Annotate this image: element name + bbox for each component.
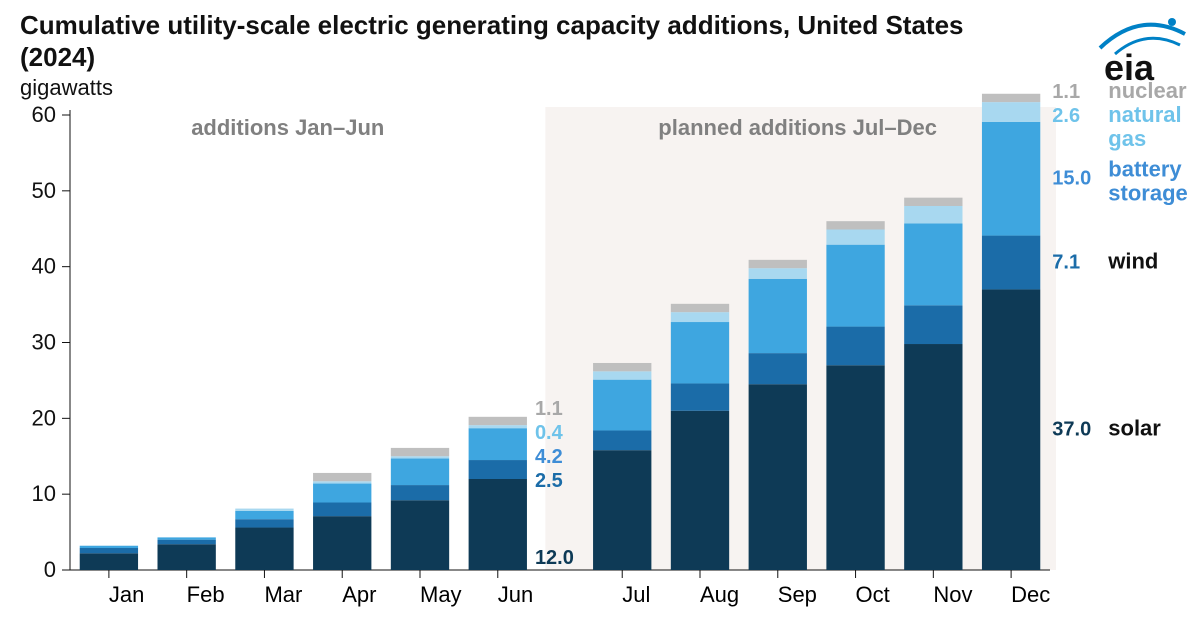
bar-segment-wind bbox=[671, 383, 729, 410]
bar-segment-gas bbox=[391, 456, 449, 458]
dec-value-solar: 37.0 bbox=[1052, 419, 1091, 441]
bar-segment-gas bbox=[826, 230, 884, 245]
dec-value-nuclear: 1.1 bbox=[1052, 81, 1080, 103]
bar-segment-battery bbox=[904, 223, 962, 305]
bar-segment-wind bbox=[982, 236, 1040, 290]
x-tick-label: Jul bbox=[622, 582, 650, 607]
bar-segment-wind bbox=[158, 540, 216, 545]
bar-segment-gas bbox=[469, 425, 527, 428]
jun-value-gas: 0.4 bbox=[535, 422, 564, 444]
x-tick-label: May bbox=[420, 582, 462, 607]
bar-segment-gas bbox=[235, 509, 293, 511]
y-tick-label: 50 bbox=[32, 178, 56, 203]
bar-segment-nuclear bbox=[313, 473, 371, 481]
x-tick-label: Dec bbox=[1011, 582, 1050, 607]
bar-segment-nuclear bbox=[391, 448, 449, 456]
bar-segment-battery bbox=[235, 511, 293, 519]
bar-segment-nuclear bbox=[749, 260, 807, 268]
y-tick-label: 0 bbox=[44, 557, 56, 582]
bar-segment-battery bbox=[313, 484, 371, 503]
x-tick-label: Jun bbox=[498, 582, 533, 607]
x-tick-label: Nov bbox=[933, 582, 972, 607]
dec-value-gas: 2.6 bbox=[1052, 105, 1080, 127]
bar-segment-gas bbox=[982, 102, 1040, 122]
bar-segment-wind bbox=[313, 503, 371, 517]
bar-segment-solar bbox=[469, 479, 527, 570]
bar-segment-battery bbox=[469, 428, 527, 460]
bar-segment-nuclear bbox=[904, 198, 962, 206]
x-tick-label: Jan bbox=[109, 582, 144, 607]
bar-segment-wind bbox=[904, 305, 962, 344]
jun-value-nuclear: 1.1 bbox=[535, 398, 563, 420]
bar-segment-nuclear bbox=[982, 94, 1040, 102]
legend-battery-2: storage bbox=[1108, 181, 1187, 206]
annotation-planned: planned additions Jul–Dec bbox=[658, 115, 937, 140]
chart-container: Cumulative utility-scale electric genera… bbox=[0, 0, 1204, 640]
bar-segment-wind bbox=[826, 327, 884, 366]
bar-segment-gas bbox=[671, 312, 729, 322]
bar-segment-gas bbox=[313, 481, 371, 483]
bar-segment-solar bbox=[904, 344, 962, 570]
x-tick-label: Mar bbox=[264, 582, 302, 607]
bar-segment-battery bbox=[391, 459, 449, 486]
bar-segment-battery bbox=[80, 546, 138, 548]
jun-value-solar: 12.0 bbox=[535, 547, 574, 569]
bar-segment-solar bbox=[80, 553, 138, 570]
bar-segment-battery bbox=[593, 380, 651, 431]
legend-solar: solar bbox=[1108, 416, 1161, 441]
legend-nuclear: nuclear bbox=[1108, 78, 1187, 103]
jun-value-battery: 4.2 bbox=[535, 446, 563, 468]
bar-segment-wind bbox=[235, 519, 293, 527]
bar-segment-solar bbox=[826, 365, 884, 570]
bar-segment-wind bbox=[593, 430, 651, 450]
y-axis-unit: gigawatts bbox=[20, 75, 113, 100]
bar-segment-wind bbox=[469, 460, 527, 479]
x-tick-label: Oct bbox=[856, 582, 890, 607]
x-tick-label: Sep bbox=[778, 582, 817, 607]
dec-value-wind: 7.1 bbox=[1052, 251, 1080, 273]
y-tick-label: 40 bbox=[32, 254, 56, 279]
bar-segment-solar bbox=[749, 384, 807, 570]
bar-segment-battery bbox=[158, 537, 216, 539]
bar-segment-gas bbox=[904, 206, 962, 223]
bar-segment-gas bbox=[749, 268, 807, 279]
dec-value-battery: 15.0 bbox=[1052, 168, 1091, 190]
x-tick-label: Apr bbox=[342, 582, 376, 607]
bar-segment-wind bbox=[80, 548, 138, 553]
bar-segment-nuclear bbox=[826, 221, 884, 229]
legend-battery: battery bbox=[1108, 157, 1182, 182]
x-tick-label: Aug bbox=[700, 582, 739, 607]
jun-value-wind: 2.5 bbox=[535, 470, 563, 492]
y-tick-label: 20 bbox=[32, 405, 56, 430]
y-tick-label: 60 bbox=[32, 102, 56, 127]
legend-wind: wind bbox=[1107, 248, 1158, 273]
bar-segment-battery bbox=[671, 322, 729, 383]
chart-title: Cumulative utility-scale electric genera… bbox=[20, 10, 964, 40]
bar-segment-wind bbox=[749, 353, 807, 384]
y-tick-label: 30 bbox=[32, 330, 56, 355]
bar-segment-solar bbox=[235, 528, 293, 570]
bar-segment-solar bbox=[313, 516, 371, 570]
bar-segment-gas bbox=[593, 371, 651, 379]
legend-gas-2: gas bbox=[1108, 126, 1146, 151]
bar-segment-battery bbox=[982, 122, 1040, 236]
bar-segment-solar bbox=[982, 289, 1040, 570]
bar-segment-solar bbox=[158, 544, 216, 570]
legend-gas: natural bbox=[1108, 102, 1181, 127]
chart-title: (2024) bbox=[20, 42, 95, 72]
bar-segment-battery bbox=[749, 279, 807, 353]
bar-segment-nuclear bbox=[593, 363, 651, 371]
bar-segment-solar bbox=[671, 411, 729, 570]
bar-segment-nuclear bbox=[671, 304, 729, 312]
annotation-actual: additions Jan–Jun bbox=[191, 115, 384, 140]
y-tick-label: 10 bbox=[32, 481, 56, 506]
bar-segment-nuclear bbox=[469, 417, 527, 425]
bar-segment-solar bbox=[391, 500, 449, 570]
bar-segment-battery bbox=[826, 245, 884, 327]
bar-segment-wind bbox=[391, 485, 449, 500]
bar-segment-solar bbox=[593, 450, 651, 570]
x-tick-label: Feb bbox=[187, 582, 225, 607]
